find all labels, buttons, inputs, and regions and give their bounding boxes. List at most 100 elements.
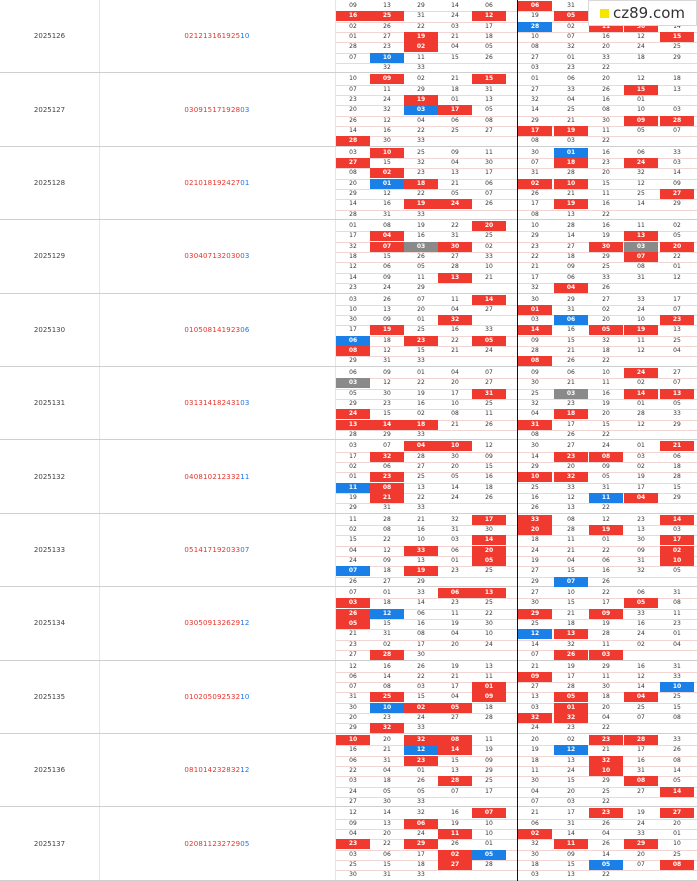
red-ball-number: 32 xyxy=(230,472,241,481)
number-cell: 16 xyxy=(417,526,425,534)
highlighted-number-cell: 09 xyxy=(518,671,552,682)
number-cell: 30 xyxy=(451,452,459,460)
zone-divider-line xyxy=(517,0,518,881)
number-cell: 11 xyxy=(485,672,493,680)
highlighted-number-cell: 04 xyxy=(404,441,438,452)
highlighted-number-cell: 05 xyxy=(336,619,370,630)
number-cell: 22 xyxy=(602,504,610,512)
number-cell: 10 xyxy=(451,399,459,407)
number-cell: 10 xyxy=(485,829,493,837)
number-cell: 13 xyxy=(567,210,575,218)
number-cell: 33 xyxy=(417,137,425,145)
number-cell: 12 xyxy=(383,189,391,197)
number-cell: 30 xyxy=(531,379,539,387)
number-cell: 20 xyxy=(531,736,539,743)
number-cell: 23 xyxy=(349,283,357,291)
number-cell: 12 xyxy=(485,442,493,450)
red-ball-number: 24 xyxy=(221,178,231,187)
red-ball-number: 25 xyxy=(230,32,241,41)
highlighted-number-cell: 23 xyxy=(589,808,623,819)
number-cell: 33 xyxy=(417,357,425,365)
number-cell: 03 xyxy=(531,63,539,71)
number-cell: 27 xyxy=(383,32,391,40)
number-cell: 22 xyxy=(417,379,425,387)
number-cell: 10 xyxy=(349,75,357,83)
number-cell: 10 xyxy=(531,32,539,40)
number-cell: 30 xyxy=(637,536,645,544)
grid-line xyxy=(336,158,697,160)
number-cell: 31 xyxy=(567,305,575,313)
number-cell: 22 xyxy=(383,840,391,848)
number-cell: 22 xyxy=(417,493,425,501)
grid-line xyxy=(336,419,697,421)
highlighted-number-cell: 10 xyxy=(370,147,404,158)
number-cell: 12 xyxy=(383,546,391,554)
highlighted-number-cell: 02 xyxy=(518,828,552,839)
highlighted-number-cell: 32 xyxy=(554,472,588,483)
issue-number: 2025135 xyxy=(0,660,100,733)
blue-ball-number: 07 xyxy=(240,545,250,554)
number-cell: 15 xyxy=(383,253,391,261)
grid-line xyxy=(336,745,697,747)
number-cell: 11 xyxy=(417,273,425,281)
number-cell: 27 xyxy=(451,253,459,261)
number-cell: 16 xyxy=(567,326,575,334)
red-ball-number: 20 xyxy=(221,252,231,261)
number-cell: 13 xyxy=(383,305,391,313)
highlighted-number-cell: 20 xyxy=(472,221,506,232)
grid-line xyxy=(336,378,697,380)
number-cell: 15 xyxy=(451,53,459,61)
number-cell: 33 xyxy=(567,85,575,93)
highlighted-number-cell: 14 xyxy=(518,325,552,336)
number-cell: 01 xyxy=(451,95,459,103)
number-cell: 29 xyxy=(602,662,610,670)
number-cell: 27 xyxy=(531,589,539,597)
number-cell: 17 xyxy=(485,22,493,30)
highlighted-number-cell: 03 xyxy=(336,378,370,389)
highlighted-number-cell: 24 xyxy=(624,158,658,169)
number-cell: 07 xyxy=(485,369,493,376)
number-cell: 32 xyxy=(637,169,645,177)
number-cell: 17 xyxy=(567,809,575,817)
number-cell: 21 xyxy=(567,116,575,124)
number-cell: 29 xyxy=(567,295,575,303)
number-cell: 20 xyxy=(602,316,610,324)
number-cell: 10 xyxy=(602,369,610,376)
number-cell: 28 xyxy=(567,169,575,177)
highlighted-number-cell: 05 xyxy=(554,11,588,22)
highlighted-number-cell: 15 xyxy=(472,74,506,85)
number-cell: 17 xyxy=(567,672,575,680)
red-ball-number: 08 xyxy=(184,766,194,775)
grid-line xyxy=(336,649,697,651)
draw-numbers: 03 04 07 13 20 30 03 xyxy=(99,220,336,293)
number-cell: 14 xyxy=(417,599,425,607)
highlighted-number-cell: 15 xyxy=(660,31,694,42)
number-cell: 23 xyxy=(383,43,391,51)
red-ball-number: 08 xyxy=(193,472,204,481)
highlighted-number-cell: 13 xyxy=(624,231,658,242)
number-cell: 23 xyxy=(673,620,681,628)
highlighted-number-cell: 06 xyxy=(518,1,552,11)
grid-line xyxy=(336,598,697,600)
number-cell: 09 xyxy=(673,179,681,187)
number-cell: 28 xyxy=(349,430,357,438)
number-cell: 15 xyxy=(383,159,391,167)
number-cell: 09 xyxy=(531,369,539,376)
number-cell: 18 xyxy=(383,336,391,344)
highlighted-number-cell: 19 xyxy=(404,566,438,577)
red-ball-number: 13 xyxy=(193,399,204,408)
number-cell: 08 xyxy=(531,137,539,145)
highlighted-number-cell: 19 xyxy=(554,199,588,210)
highlighted-number-cell: 09 xyxy=(370,74,404,85)
number-cell: 13 xyxy=(531,693,539,701)
site-watermark[interactable]: cz89.com xyxy=(588,0,697,26)
number-cell: 11 xyxy=(485,148,493,156)
number-cell: 23 xyxy=(567,63,575,71)
number-cell: 17 xyxy=(531,200,539,208)
number-cell: 02 xyxy=(485,242,493,250)
highlighted-number-cell: 05 xyxy=(472,849,506,860)
number-cell: 03 xyxy=(531,316,539,324)
grid-line xyxy=(336,388,697,390)
number-cell: 30 xyxy=(531,148,539,156)
number-cell: 04 xyxy=(602,714,610,722)
